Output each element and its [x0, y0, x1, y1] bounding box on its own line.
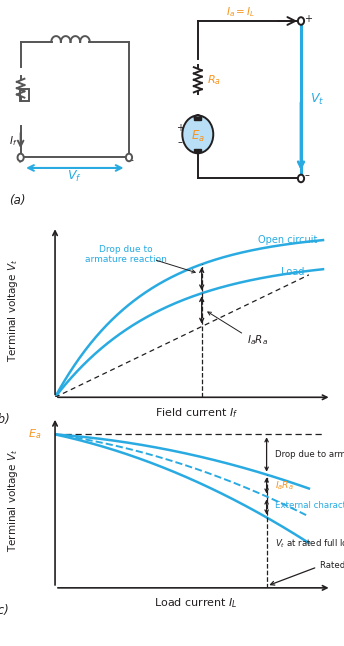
- Text: $\mathit{V_t}$ at rated full load: $\mathit{V_t}$ at rated full load: [275, 538, 344, 550]
- Circle shape: [182, 116, 213, 153]
- Text: $\mathit{I_f}$: $\mathit{I_f}$: [9, 134, 17, 147]
- Bar: [194, 149, 201, 152]
- Circle shape: [298, 174, 304, 182]
- Text: $\mathit{I_a = I_L}$: $\mathit{I_a = I_L}$: [226, 6, 255, 19]
- Text: Rated load: Rated load: [320, 561, 344, 570]
- Text: External characteristic: External characteristic: [275, 501, 344, 510]
- Text: $\mathit{R_a}$: $\mathit{R_a}$: [207, 73, 221, 87]
- Text: Load: Load: [281, 267, 304, 276]
- Text: Drop due to armature reaction: Drop due to armature reaction: [275, 450, 344, 459]
- Text: Open circuit: Open circuit: [258, 235, 318, 245]
- Text: $\mathit{V_t}$: $\mathit{V_t}$: [310, 92, 325, 107]
- Text: Terminal voltage $\mathit{V_t}$: Terminal voltage $\mathit{V_t}$: [6, 449, 20, 552]
- Text: +: +: [304, 14, 312, 24]
- Circle shape: [298, 17, 304, 25]
- Bar: [194, 117, 201, 120]
- Text: –: –: [304, 171, 309, 180]
- Text: Field current $\mathit{I_f}$: Field current $\mathit{I_f}$: [154, 406, 238, 420]
- Text: $\mathit{E_a}$: $\mathit{E_a}$: [191, 129, 205, 144]
- Text: +: +: [15, 154, 23, 165]
- Text: –: –: [177, 137, 182, 147]
- Text: (a): (a): [9, 194, 25, 207]
- Text: +: +: [176, 123, 184, 133]
- Bar: [20, 89, 29, 101]
- Circle shape: [18, 154, 24, 162]
- Text: $\mathit{I_aR_a}$: $\mathit{I_aR_a}$: [247, 333, 268, 347]
- Text: $\mathit{V_f}$: $\mathit{V_f}$: [67, 169, 82, 184]
- Text: $\mathit{E_a}$: $\mathit{E_a}$: [28, 428, 41, 441]
- Text: Drop due to
armature reaction: Drop due to armature reaction: [85, 245, 166, 264]
- Text: Terminal voltage $\mathit{V_t}$: Terminal voltage $\mathit{V_t}$: [6, 258, 20, 362]
- Text: $\mathit{I_aR_a}$: $\mathit{I_aR_a}$: [275, 479, 294, 492]
- Circle shape: [126, 154, 132, 162]
- Text: Load current $\mathit{I_L}$: Load current $\mathit{I_L}$: [154, 597, 238, 610]
- Text: (b): (b): [0, 413, 10, 426]
- Text: –: –: [128, 154, 133, 165]
- Text: (c): (c): [0, 604, 9, 617]
